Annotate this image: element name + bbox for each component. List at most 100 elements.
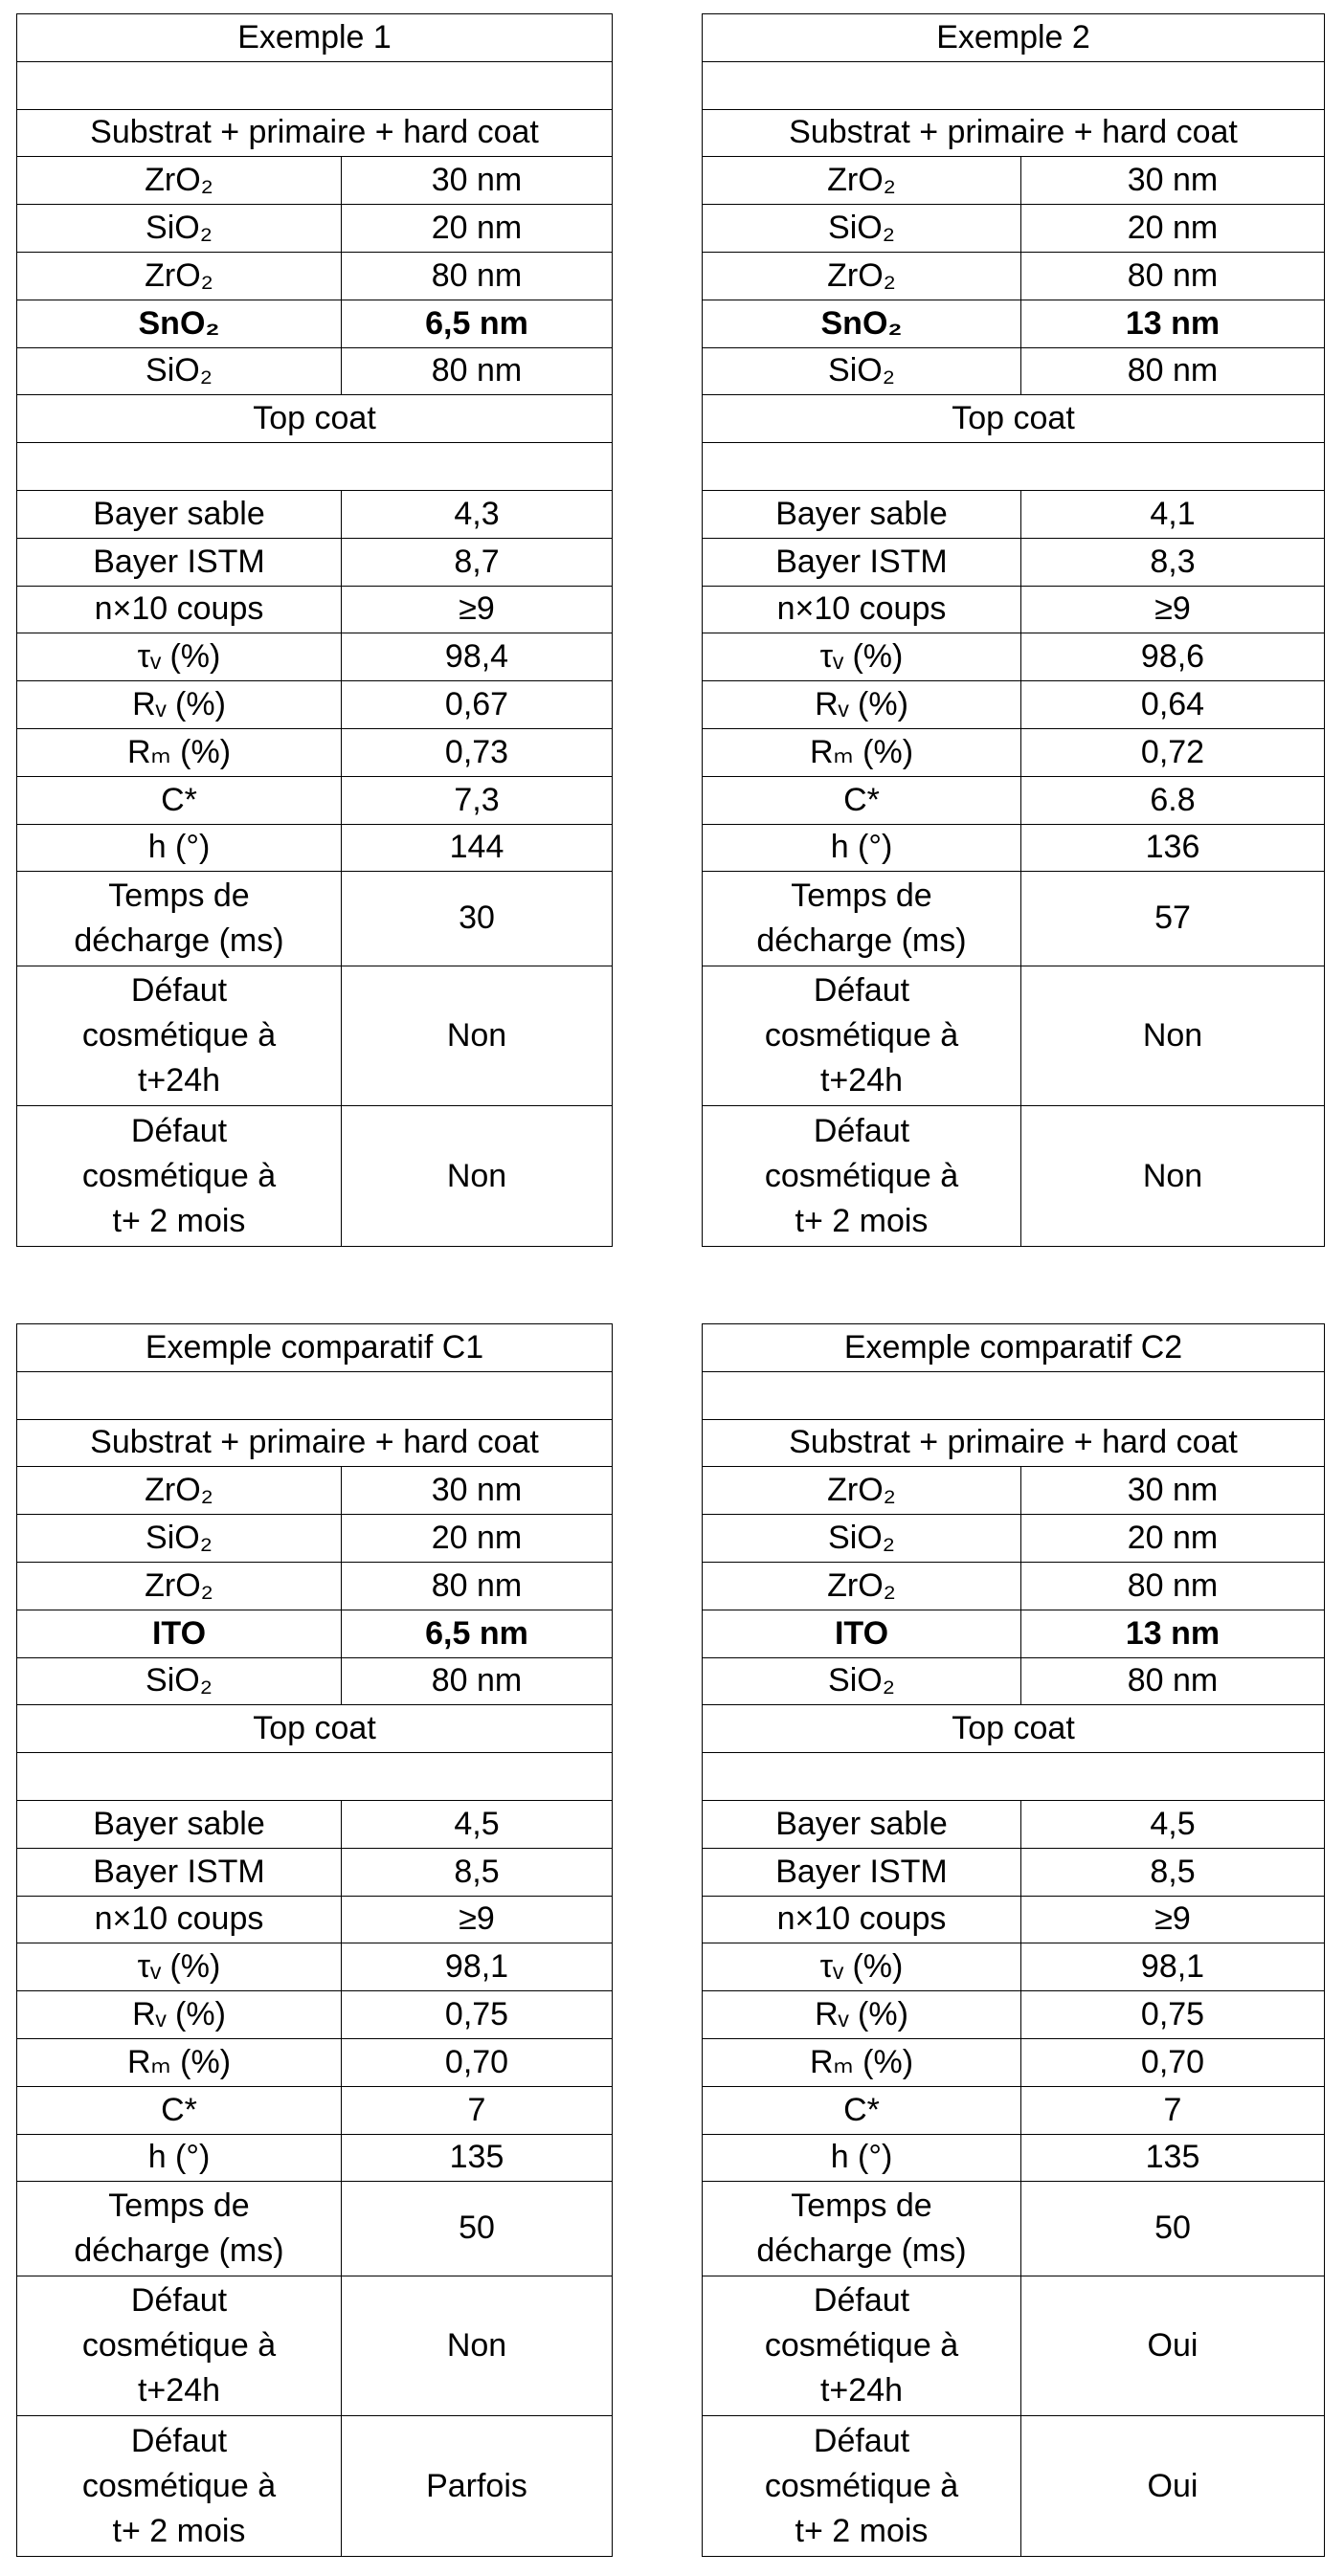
result-cell: C*	[703, 776, 1021, 824]
table-title: Exemple comparatif C1	[17, 1324, 613, 1372]
layer-cell: ZrO₂	[703, 157, 1021, 205]
layer-cell: ZrO₂	[703, 1467, 1021, 1515]
result-cell: τᵥ (%)	[17, 1943, 342, 1991]
layer-cell: SiO₂	[17, 347, 342, 395]
result-cell: Bayer ISTM	[703, 538, 1021, 586]
result-cell: 8,5	[342, 1848, 613, 1896]
result-cell: Rₘ (%)	[17, 2038, 342, 2086]
result-cell: Défaut cosmétique à t+24h	[17, 2276, 342, 2416]
result-cell: 0,73	[342, 728, 613, 776]
layer-cell: ZrO₂	[17, 252, 342, 300]
result-cell: Défaut cosmétique à t+24h	[703, 2276, 1021, 2416]
row: Exemple comparatif C1	[17, 1324, 613, 1372]
layer-cell: 80 nm	[342, 347, 613, 395]
row: Rᵥ (%)0,67	[17, 681, 613, 729]
row: Temps de décharge (ms)50	[17, 2182, 613, 2276]
row: ZrO₂80 nm	[703, 1562, 1325, 1610]
layer-cell: 6,5 nm	[342, 1610, 613, 1657]
result-cell: Défaut cosmétique à t+ 2 mois	[17, 1106, 342, 1247]
row: Temps de décharge (ms)30	[17, 872, 613, 966]
blank-row	[703, 1753, 1325, 1801]
layer-cell: 80 nm	[1021, 1657, 1325, 1705]
row: Bayer ISTM8,3	[703, 538, 1325, 586]
row: Substrat + primaire + hard coat	[17, 109, 613, 157]
result-cell: 98,1	[1021, 1943, 1325, 1991]
result-cell: h (°)	[703, 824, 1021, 872]
table-body: Exemple 1 Substrat + primaire + hard coat…	[17, 14, 613, 1247]
result-cell: 7	[342, 2086, 613, 2134]
layer-cell: SiO₂	[17, 1657, 342, 1705]
result-cell: 7,3	[342, 776, 613, 824]
result-cell: Défaut cosmétique à t+ 2 mois	[703, 1106, 1021, 1247]
blank-row	[703, 443, 1325, 491]
layer-cell: 80 nm	[342, 1562, 613, 1610]
row: Exemple 2	[703, 14, 1325, 62]
layer-cell: 80 nm	[1021, 1562, 1325, 1610]
row: Défaut cosmétique à t+24hNon	[703, 966, 1325, 1106]
blank-row	[703, 1371, 1325, 1419]
result-cell: 4,5	[342, 1800, 613, 1848]
result-cell: Bayer ISTM	[17, 1848, 342, 1896]
result-cell: Temps de décharge (ms)	[17, 872, 342, 966]
row: n×10 coups≥9	[703, 1896, 1325, 1943]
substrate-row: Substrat + primaire + hard coat	[17, 109, 613, 157]
result-cell: Non	[342, 1106, 613, 1247]
result-cell: Défaut cosmétique à t+24h	[17, 966, 342, 1106]
row: ZrO₂80 nm	[17, 1562, 613, 1610]
row: Exemple 1	[17, 14, 613, 62]
row: SiO₂80 nm	[17, 1657, 613, 1705]
result-cell: 144	[342, 824, 613, 872]
layer-cell: ZrO₂	[17, 1467, 342, 1515]
row: ZrO₂30 nm	[17, 157, 613, 205]
layer-cell: ZrO₂	[17, 157, 342, 205]
result-cell: n×10 coups	[17, 586, 342, 633]
layer-cell: 80 nm	[1021, 252, 1325, 300]
row: Temps de décharge (ms)57	[703, 872, 1325, 966]
result-cell: Parfois	[342, 2416, 613, 2557]
row: ITO6,5 nm	[17, 1610, 613, 1657]
layer-cell: SnO₂	[703, 300, 1021, 347]
layer-cell: SiO₂	[703, 205, 1021, 253]
row: Bayer ISTM8,7	[17, 538, 613, 586]
row: Défaut cosmétique à t+ 2 moisParfois	[17, 2416, 613, 2557]
row: SiO₂20 nm	[703, 205, 1325, 253]
row: τᵥ (%)98,6	[703, 633, 1325, 681]
row: SnO₂13 nm	[703, 300, 1325, 347]
result-cell: 30	[342, 872, 613, 966]
result-cell: Bayer sable	[703, 1800, 1021, 1848]
layer-cell: 80 nm	[1021, 347, 1325, 395]
top-coat-row: Top coat	[17, 395, 613, 443]
layer-cell: ITO	[703, 1610, 1021, 1657]
result-cell: h (°)	[17, 824, 342, 872]
row: n×10 coups≥9	[703, 586, 1325, 633]
result-cell: 98,1	[342, 1943, 613, 1991]
result-cell: n×10 coups	[703, 1896, 1021, 1943]
result-cell: 6.8	[1021, 776, 1325, 824]
row: Bayer sable4,5	[703, 1800, 1325, 1848]
row	[703, 61, 1325, 109]
result-cell: Bayer ISTM	[17, 538, 342, 586]
result-cell: 135	[1021, 2134, 1325, 2182]
row: SiO₂20 nm	[17, 205, 613, 253]
layer-cell: 80 nm	[342, 252, 613, 300]
blank-row	[17, 1753, 613, 1801]
row: ZrO₂30 nm	[703, 1467, 1325, 1515]
row: Bayer ISTM8,5	[703, 1848, 1325, 1896]
result-cell: 0,70	[1021, 2038, 1325, 2086]
row: ZrO₂80 nm	[703, 252, 1325, 300]
result-cell: 135	[342, 2134, 613, 2182]
table-title: Exemple 1	[17, 14, 613, 62]
row: ZrO₂30 nm	[17, 1467, 613, 1515]
layer-cell: ZrO₂	[17, 1562, 342, 1610]
result-cell: Non	[1021, 1106, 1325, 1247]
result-cell: Bayer sable	[17, 490, 342, 538]
result-cell: C*	[17, 2086, 342, 2134]
top-coat-row: Top coat	[703, 395, 1325, 443]
result-cell: Temps de décharge (ms)	[703, 872, 1021, 966]
row: n×10 coups≥9	[17, 586, 613, 633]
result-cell: n×10 coups	[17, 1896, 342, 1943]
layer-cell: 13 nm	[1021, 1610, 1325, 1657]
layer-cell: 20 nm	[1021, 205, 1325, 253]
data-table: Exemple comparatif C2Substrat + primaire…	[702, 1323, 1325, 2557]
